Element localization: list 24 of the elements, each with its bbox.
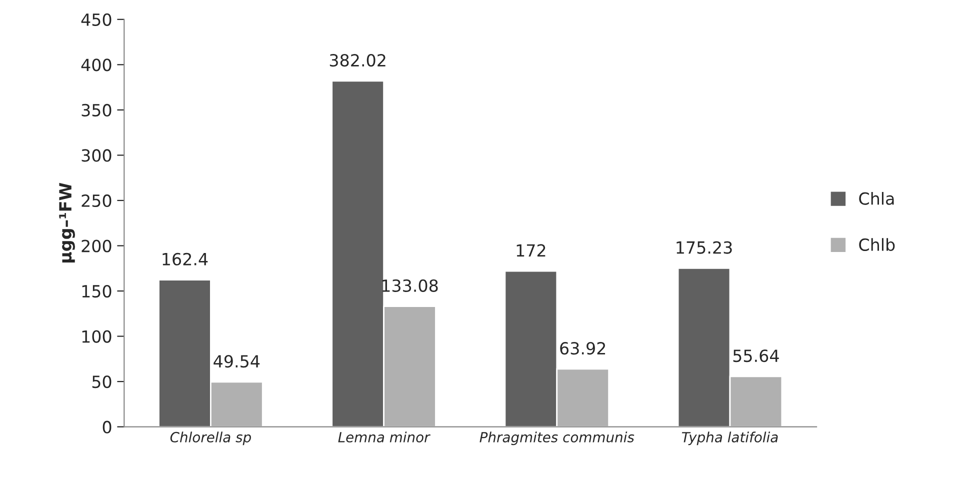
legend-label: Chlb	[859, 238, 895, 251]
data-label: 382.02	[330, 54, 386, 67]
y-tick-label: 150	[82, 284, 112, 298]
y-tick-label: 200	[82, 240, 112, 252]
y-tick-label: 400	[81, 58, 112, 72]
y-tick-label: 300	[82, 149, 112, 162]
y-tick-label: 350	[82, 104, 112, 116]
y-tick-label: 50	[92, 375, 112, 388]
data-label: 55.64	[733, 349, 779, 362]
data-label: 175.23	[676, 241, 732, 254]
x-tick-label: Phragmites communis	[480, 432, 634, 446]
legend-label: Chla	[859, 192, 894, 205]
y-tick-label: 100	[82, 330, 112, 343]
data-label: 49.54	[214, 355, 260, 368]
y-tick-label: 0	[102, 420, 112, 434]
x-tick-label: Lemna minor	[338, 432, 430, 442]
y-tick-label: 450	[81, 13, 112, 26]
data-label: 172	[516, 244, 546, 257]
y-axis-title: µgg–¹FW	[59, 182, 75, 262]
y-tick-label: 250	[82, 194, 112, 208]
data-label: 63.92	[560, 342, 606, 355]
x-tick-label: Chlorella sp	[170, 432, 251, 446]
data-label: 162.4	[162, 252, 208, 266]
x-tick-label: Typha latifolia	[682, 432, 778, 446]
